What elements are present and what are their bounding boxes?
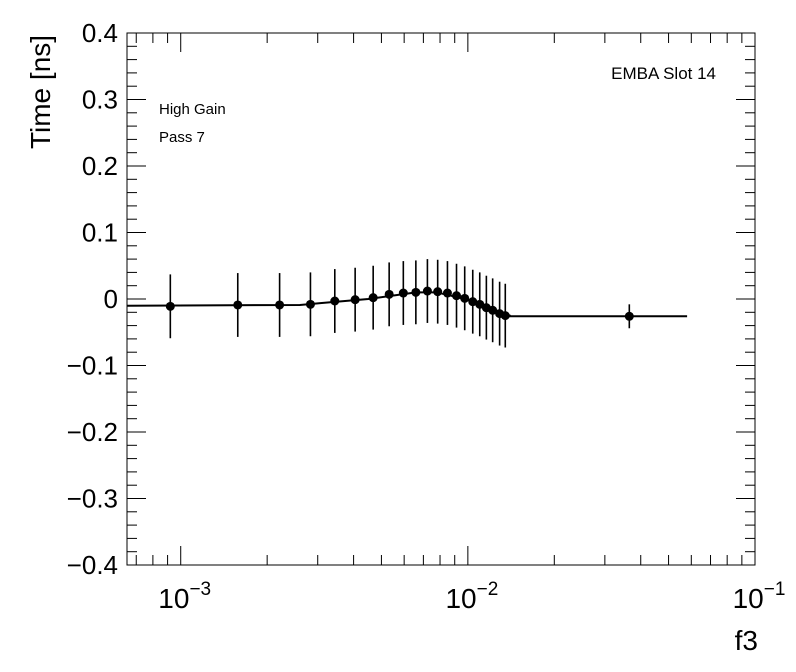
data-point [398,261,408,325]
annotation-slot: EMBA Slot 14 [611,64,716,83]
point-marker [460,293,470,303]
point-marker [384,289,394,299]
data-point [468,269,478,334]
annotation-gain: High Gain [159,101,226,118]
data-point [350,267,360,332]
y-axis-ticks: 0.4 0.3 0.2 0.1 0 −0.1 −0.2 −0.3 −0.4 [67,18,755,580]
fit-line [126,291,688,318]
data-point [500,283,510,348]
x-tick-label: 10−3 [158,579,211,614]
data-point [411,260,421,325]
y-tick-label: −0.2 [67,417,118,447]
point-marker [452,291,462,301]
point-marker [500,311,510,321]
data-point [442,261,452,325]
point-marker [411,287,421,297]
y-tick-label: 0.1 [82,218,118,248]
data-point [433,259,443,324]
point-marker [475,299,485,309]
y-tick-label: −0.1 [67,351,118,381]
y-axis-label: Time [ns] [25,35,56,149]
point-marker [305,299,315,309]
data-points-group [165,259,634,348]
point-marker [442,288,452,298]
y-tick-label: 0 [104,284,118,314]
x-axis-ticks: 10−3 10−2 10−1 [135,33,786,614]
x-axis-label: f3 [735,625,758,656]
point-marker [165,301,175,311]
data-point [475,272,485,337]
y-tick-label: 0.2 [82,151,118,181]
point-marker [350,295,360,305]
point-marker [368,293,378,303]
point-marker [422,286,432,296]
y-tick-label: −0.4 [67,550,118,580]
point-marker [330,296,340,306]
annotation-pass: Pass 7 [159,129,205,146]
x-tick-label: 10−2 [445,579,498,614]
data-point [488,278,498,343]
point-marker [488,305,498,315]
data-point [624,304,634,329]
point-marker [275,300,285,310]
data-point [460,266,470,331]
data-point [275,273,285,337]
data-point [233,273,243,337]
point-marker [624,311,634,321]
y-tick-label: −0.3 [67,484,118,514]
point-marker [468,297,478,307]
data-point [384,262,394,327]
data-point [330,269,340,333]
y-tick-label: 0.3 [82,85,118,115]
data-point [165,274,175,339]
fit-line-group [126,291,688,318]
point-marker [398,288,408,298]
data-point [452,263,462,328]
x-tick-label: 10−1 [733,579,786,614]
data-point [422,259,432,323]
data-point [305,272,315,337]
point-marker [433,287,443,297]
data-point [368,265,378,330]
point-marker [233,300,243,310]
y-tick-label: 0.4 [82,18,118,48]
